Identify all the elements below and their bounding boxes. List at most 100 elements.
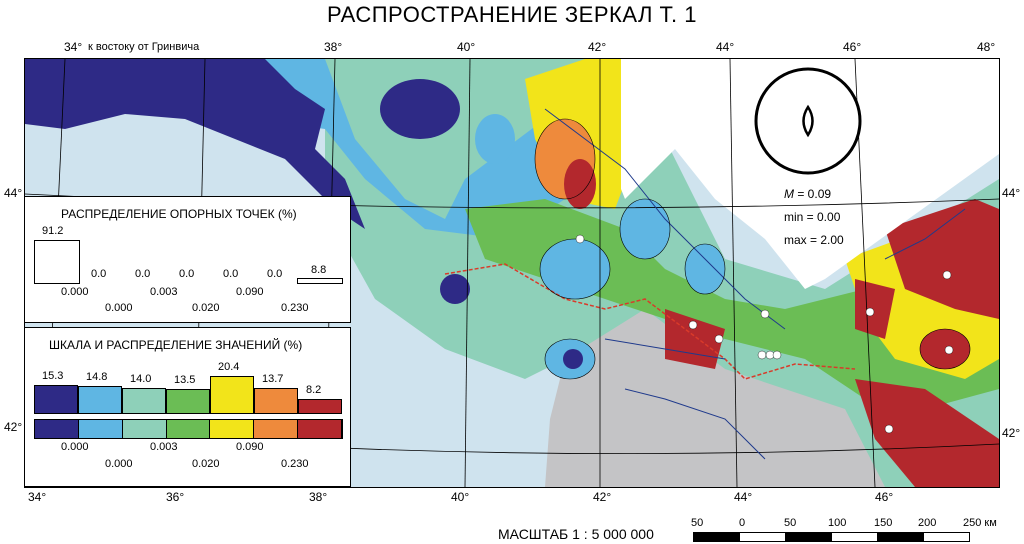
scale-break-high-1: 0.000 <box>105 458 133 470</box>
scale-label-1: 50 <box>691 517 704 529</box>
points-break-low-2: 0.003 <box>150 286 178 298</box>
zone-blue-spot3 <box>685 244 725 294</box>
scale-hist-value: 14.8 <box>86 371 108 383</box>
scale-color-cell <box>166 420 211 438</box>
top-tick-34: 34° <box>64 40 83 54</box>
bottom-tick-34: 34° <box>28 490 47 504</box>
stat-m: M = 0.09 <box>784 187 831 201</box>
left-lat-44: 44° <box>4 186 23 200</box>
points-break-low-3: 0.090 <box>236 286 264 298</box>
points-break-high-2: 0.020 <box>192 302 220 314</box>
scale-break-high-3: 0.230 <box>281 458 309 470</box>
right-lat-42: 42° <box>1002 426 1021 440</box>
scale-break-low-1: 0.000 <box>61 441 89 453</box>
rivers <box>544 108 966 460</box>
scale-hist-bar <box>254 388 298 414</box>
bottom-tick-42: 42° <box>593 490 612 504</box>
points-break-low-1: 0.000 <box>61 286 89 298</box>
scale-label-4: 100 <box>828 517 847 529</box>
scale-bar-title: МАСШТАБ 1 : 5 000 000 <box>498 526 654 542</box>
points-value-4: 0.0 <box>179 268 195 280</box>
scale-hist-bar <box>34 385 78 414</box>
zone-dark-spot1 <box>440 274 470 304</box>
map-canvas <box>25 59 999 487</box>
zone-dark-spot2 <box>563 349 583 369</box>
points-break-high-1: 0.000 <box>105 302 133 314</box>
scale-break-low-3: 0.090 <box>236 441 264 453</box>
top-tick-48: 48° <box>977 40 996 54</box>
stat-max: max = 2.00 <box>784 233 844 247</box>
map-frame: M = 0.09 min = 0.00 max = 2.00 <box>24 58 1000 488</box>
points-value-5: 0.0 <box>223 268 239 280</box>
points-panel: РАСПРЕДЕЛЕНИЕ ОПОРНЫХ ТОЧЕК (%) 91.2 0.0… <box>24 196 351 323</box>
stat-m-label: M <box>784 187 794 201</box>
bottom-tick-40: 40° <box>451 490 470 504</box>
scale-hist-value: 15.3 <box>42 370 64 382</box>
bottom-tick-36: 36° <box>166 490 185 504</box>
points-value-2: 0.0 <box>91 268 107 280</box>
scale-color-cell <box>122 420 167 438</box>
scale-strip <box>34 419 343 439</box>
top-tick-38: 38° <box>324 40 343 54</box>
scale-label-5: 150 <box>874 517 893 529</box>
scale-bar <box>693 532 970 542</box>
zone-blue-spot2 <box>620 199 670 259</box>
zone-dark-blue-west <box>25 59 365 229</box>
scale-hist-bar <box>210 376 254 414</box>
map-title: РАСПРОСТРАНЕНИЕ ЗЕРКАЛ Т. 1 <box>326 2 698 27</box>
points-panel-title: РАСПРЕДЕЛЕНИЕ ОПОРНЫХ ТОЧЕК (%) <box>61 207 297 221</box>
top-tick-44: 44° <box>716 40 735 54</box>
zone-red-east <box>855 279 895 339</box>
border-line <box>444 263 856 380</box>
scale-hist-bar <box>78 386 122 414</box>
points-value-7: 8.8 <box>311 264 327 276</box>
scale-color-cell <box>254 420 299 438</box>
zone-red-southeast <box>855 379 999 487</box>
stat-m-value: = 0.09 <box>797 187 832 201</box>
points-bar-7 <box>297 278 343 284</box>
bottom-tick-38: 38° <box>309 490 328 504</box>
zone-dark-blue-north <box>380 79 460 139</box>
scale-hist-value: 13.7 <box>262 373 284 385</box>
scale-color-cell <box>35 420 79 438</box>
scale-hist-value: 14.0 <box>130 373 152 385</box>
top-tick-46: 46° <box>843 40 862 54</box>
reference-points <box>575 234 954 434</box>
scale-label-7: 250 км <box>963 517 997 529</box>
stat-min: min = 0.00 <box>784 210 841 224</box>
points-value-6: 0.0 <box>267 268 283 280</box>
scale-color-cell <box>298 420 343 438</box>
scale-hist-value: 8.2 <box>306 384 322 396</box>
zone-red-northeast <box>885 199 999 319</box>
zone-red-central <box>665 309 725 369</box>
scale-hist-bar <box>166 389 210 414</box>
scale-hist-value: 13.5 <box>174 374 196 386</box>
scale-label-6: 200 <box>918 517 937 529</box>
points-bar-1 <box>34 240 80 284</box>
scale-label-2: 0 <box>739 517 746 529</box>
zone-blue-spot1 <box>540 239 610 299</box>
zone-red-north <box>564 159 596 209</box>
top-tick-42: 42° <box>588 40 607 54</box>
points-value-1: 91.2 <box>42 225 64 237</box>
scale-panel: ШКАЛА И РАСПРЕДЕЛЕНИЕ ЗНАЧЕНИЙ (%) 15.3 1… <box>24 327 351 487</box>
points-value-3: 0.0 <box>135 268 151 280</box>
bottom-tick-44: 44° <box>734 490 753 504</box>
left-lat-42: 42° <box>4 420 23 434</box>
scale-label-3: 50 <box>784 517 797 529</box>
scale-hist-value: 20.4 <box>218 361 240 373</box>
contours <box>534 118 971 380</box>
scale-hist-bar <box>298 399 342 414</box>
points-break-high-3: 0.230 <box>281 302 309 314</box>
scale-color-cell <box>78 420 123 438</box>
longitude-note: к востоку от Гринвича <box>88 41 200 53</box>
scale-break-high-2: 0.020 <box>192 458 220 470</box>
rose-diagram <box>754 67 862 175</box>
right-lat-44: 44° <box>1002 186 1021 200</box>
top-tick-40: 40° <box>457 40 476 54</box>
zone-light-blue <box>25 59 625 239</box>
zone-blue-spot5 <box>475 114 515 164</box>
scale-hist-bar <box>122 388 166 414</box>
scale-color-cell <box>210 420 255 438</box>
bottom-tick-46: 46° <box>875 490 894 504</box>
